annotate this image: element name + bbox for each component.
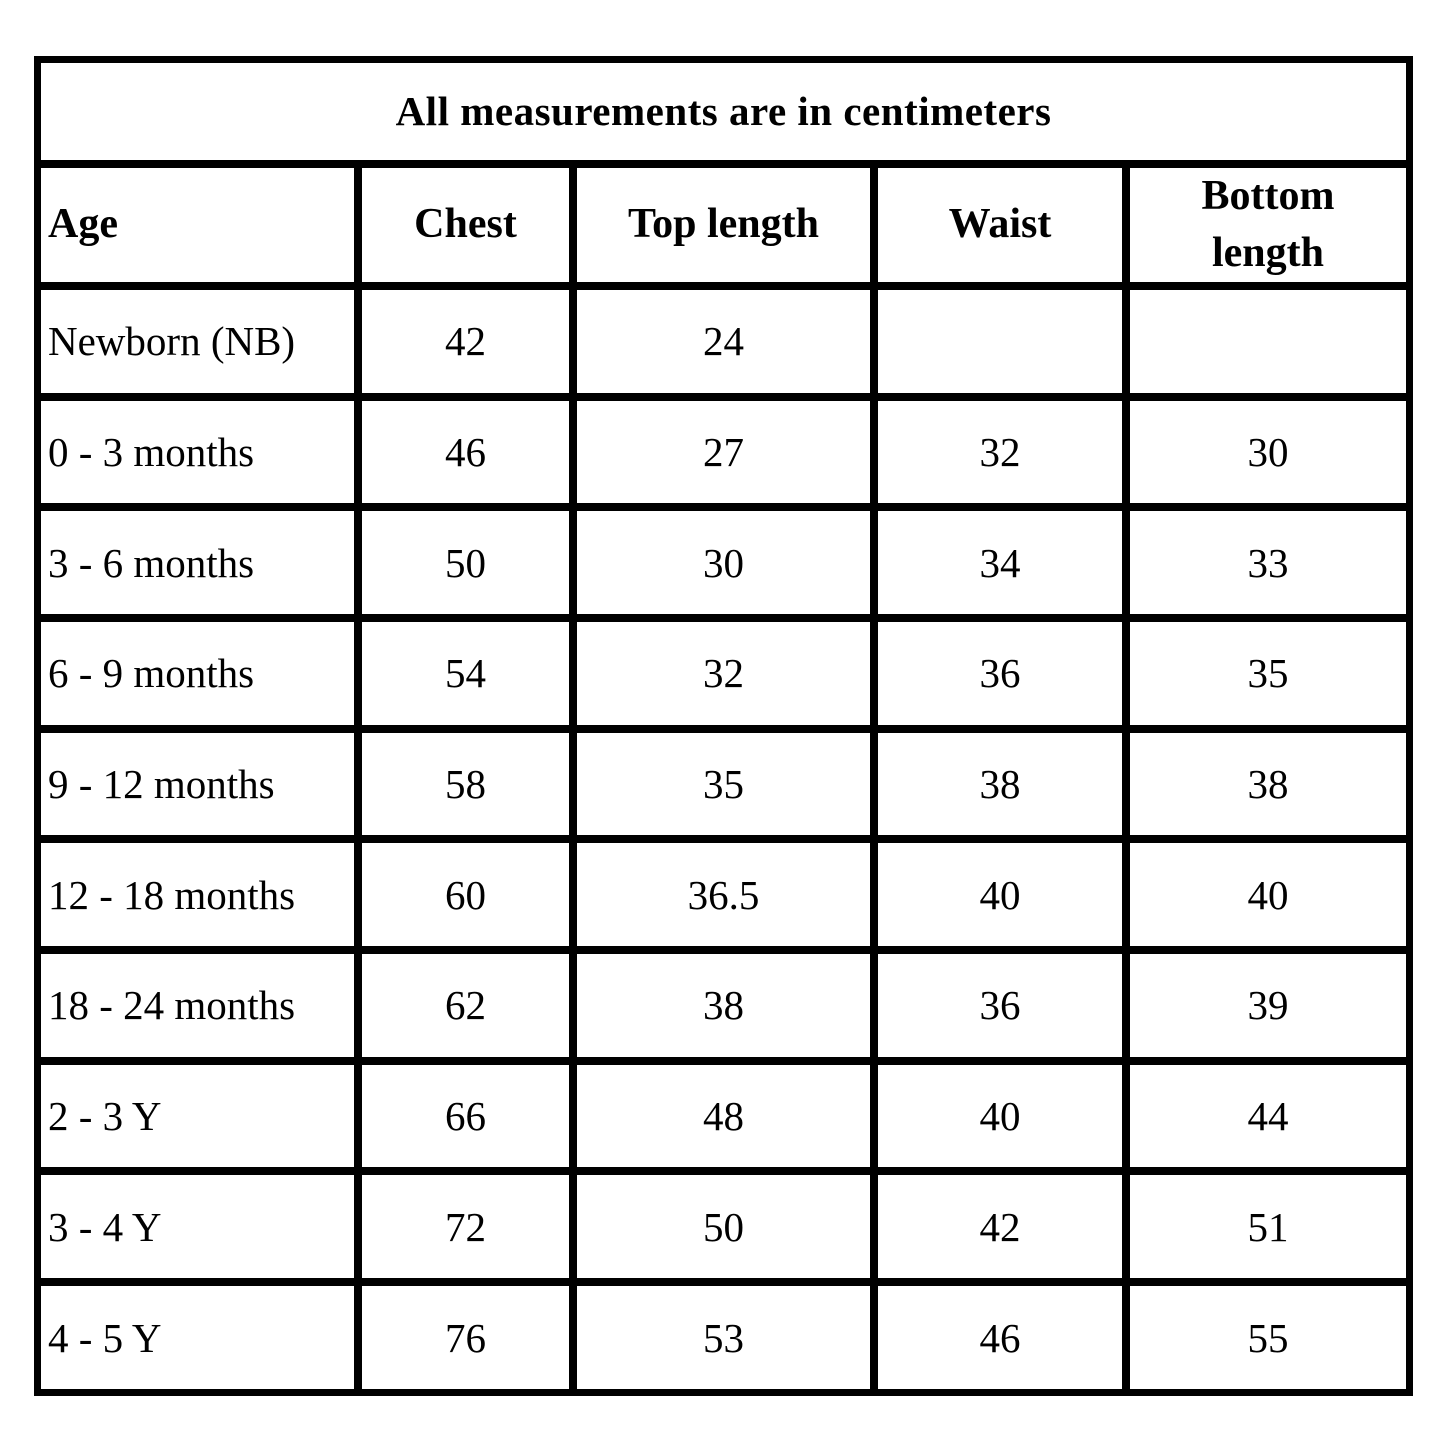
column-header-chest: Chest — [358, 163, 573, 286]
waist-cell: 32 — [874, 396, 1126, 508]
top-length-cell: 48 — [573, 1060, 874, 1172]
chest-cell: 54 — [358, 617, 573, 729]
bottom-length-cell: 44 — [1126, 1060, 1411, 1172]
chest-cell: 60 — [358, 839, 573, 951]
bottom-length-cell: 55 — [1126, 1282, 1411, 1393]
age-cell: 3 - 6 months — [37, 507, 358, 618]
table-header-row: Age Chest Top length Waist Bottom length — [37, 163, 1411, 286]
bottom-length-cell: 33 — [1126, 507, 1411, 618]
table-row-18-24-months: 18 - 24 months 62 38 36 39 — [37, 950, 1411, 1061]
top-length-cell: 24 — [573, 285, 874, 397]
table-title-row: All measurements are in centimeters — [37, 59, 1411, 164]
bottom-length-cell: 30 — [1126, 396, 1411, 508]
chest-cell: 50 — [358, 507, 573, 618]
bottom-length-cell: 39 — [1126, 950, 1411, 1061]
chest-cell: 76 — [358, 1282, 573, 1393]
chest-cell: 72 — [358, 1171, 573, 1283]
age-cell: 0 - 3 months — [37, 396, 358, 508]
age-cell: 9 - 12 months — [37, 728, 358, 840]
top-length-cell: 50 — [573, 1171, 874, 1283]
chest-cell: 58 — [358, 728, 573, 840]
table-row-0-3-months: 0 - 3 months 46 27 32 30 — [37, 396, 1411, 508]
table-row-newborn: Newborn (NB) 42 24 — [37, 285, 1411, 397]
top-length-cell: 27 — [573, 396, 874, 508]
age-cell: 2 - 3 Y — [37, 1060, 358, 1172]
bottom-length-cell: 35 — [1126, 617, 1411, 729]
waist-cell: 40 — [874, 839, 1126, 951]
bottom-length-cell: 40 — [1126, 839, 1411, 951]
bottom-length-cell: 51 — [1126, 1171, 1411, 1283]
table-row-2-3-y: 2 - 3 Y 66 48 40 44 — [37, 1060, 1411, 1172]
waist-cell: 40 — [874, 1060, 1126, 1172]
age-cell: 12 - 18 months — [37, 839, 358, 951]
bottom-length-cell — [1126, 285, 1411, 397]
waist-cell — [874, 285, 1126, 397]
waist-cell: 42 — [874, 1171, 1126, 1283]
waist-cell: 34 — [874, 507, 1126, 618]
size-chart-table: All measurements are in centimeters Age … — [34, 56, 1414, 1396]
table-row-9-12-months: 9 - 12 months 58 35 38 38 — [37, 728, 1411, 840]
waist-cell: 38 — [874, 728, 1126, 840]
table-title: All measurements are in centimeters — [37, 59, 1411, 164]
table-row-3-4-y: 3 - 4 Y 72 50 42 51 — [37, 1171, 1411, 1283]
age-cell: 4 - 5 Y — [37, 1282, 358, 1393]
chest-cell: 46 — [358, 396, 573, 508]
column-header-top-length: Top length — [573, 163, 874, 286]
waist-cell: 36 — [874, 950, 1126, 1061]
column-header-age: Age — [37, 163, 358, 286]
age-cell: 6 - 9 months — [37, 617, 358, 729]
top-length-cell: 53 — [573, 1282, 874, 1393]
column-header-bottom-length: Bottom length — [1126, 163, 1411, 286]
waist-cell: 46 — [874, 1282, 1126, 1393]
table-row-3-6-months: 3 - 6 months 50 30 34 33 — [37, 507, 1411, 618]
top-length-cell: 35 — [573, 728, 874, 840]
table-row-12-18-months: 12 - 18 months 60 36.5 40 40 — [37, 839, 1411, 951]
top-length-cell: 30 — [573, 507, 874, 618]
age-cell: 18 - 24 months — [37, 950, 358, 1061]
chest-cell: 62 — [358, 950, 573, 1061]
column-header-bottom-length-label: Bottom length — [1201, 173, 1335, 276]
age-cell: Newborn (NB) — [37, 285, 358, 397]
table-row-4-5-y: 4 - 5 Y 76 53 46 55 — [37, 1282, 1411, 1393]
age-cell: 3 - 4 Y — [37, 1171, 358, 1283]
column-header-waist: Waist — [874, 163, 1126, 286]
top-length-cell: 36.5 — [573, 839, 874, 951]
bottom-length-cell: 38 — [1126, 728, 1411, 840]
top-length-cell: 32 — [573, 617, 874, 729]
top-length-cell: 38 — [573, 950, 874, 1061]
table-row-6-9-months: 6 - 9 months 54 32 36 35 — [37, 617, 1411, 729]
waist-cell: 36 — [874, 617, 1126, 729]
chest-cell: 42 — [358, 285, 573, 397]
chest-cell: 66 — [358, 1060, 573, 1172]
